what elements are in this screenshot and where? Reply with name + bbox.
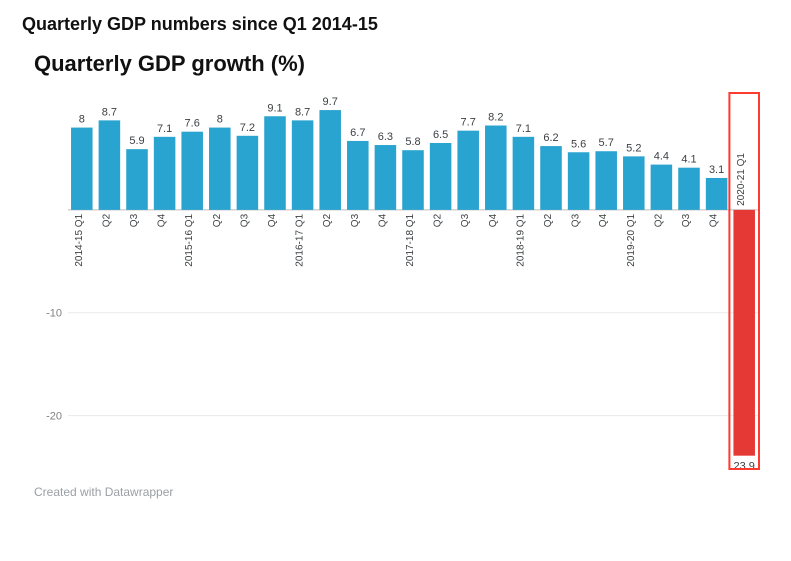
bar-chart: -20 -10 8 2014-15 Q1 8.7 Q2 5.9 Q3 7.1 Q4 7.6 2015-… xyxy=(34,87,766,471)
x-category-label: Q4 xyxy=(488,213,499,227)
x-category-label: Q2 xyxy=(653,213,664,227)
bar-value-label: 3.1 xyxy=(709,164,724,176)
chart-area: -20 -10 8 2014-15 Q1 8.7 Q2 5.9 Q3 7.1 Q4 7.6 2015-… xyxy=(34,87,757,471)
x-category-label: Q3 xyxy=(460,213,471,227)
chart-bar xyxy=(319,110,341,210)
bar-value-label: 8.7 xyxy=(295,106,310,118)
bar-value-label: 6.5 xyxy=(433,129,448,141)
bar-value-label: 9.1 xyxy=(267,102,282,114)
chart-bar xyxy=(485,126,507,210)
chart-bar xyxy=(347,141,369,210)
x-category-label: 2015-16 Q1 xyxy=(184,213,195,266)
y-tick-label: -10 xyxy=(46,308,62,320)
x-category-label: Q4 xyxy=(157,213,168,227)
x-category-label: Q2 xyxy=(101,213,112,227)
chart-footer: Created with Datawrapper xyxy=(34,485,769,499)
y-tick-label: -20 xyxy=(46,411,62,423)
bar-value-label: 5.6 xyxy=(571,138,586,150)
chart-bar xyxy=(237,136,259,210)
x-category-label: Q3 xyxy=(239,213,250,227)
bar-value-label: 7.1 xyxy=(157,123,172,135)
chart-bar xyxy=(99,120,121,209)
bar-value-label: 7.2 xyxy=(240,122,255,134)
chart-bar xyxy=(71,128,93,210)
x-category-label: Q3 xyxy=(571,213,582,227)
chart-bar xyxy=(540,146,562,210)
x-category-label: 2016-17 Q1 xyxy=(295,213,306,266)
chart-bar xyxy=(595,151,617,210)
bar-value-label: 4.1 xyxy=(681,154,696,166)
x-category-label: Q3 xyxy=(350,213,361,227)
x-category-label: 2018-19 Q1 xyxy=(515,213,526,266)
chart-bar xyxy=(651,165,673,210)
x-category-label: Q2 xyxy=(212,213,223,227)
x-category-label: Q2 xyxy=(322,213,333,227)
chart-bar xyxy=(402,150,424,210)
chart-bar xyxy=(706,178,728,210)
chart-bar xyxy=(126,149,148,210)
bar-value-label: 5.2 xyxy=(626,142,641,154)
bar-value-label: 6.2 xyxy=(543,132,558,144)
x-category-label: 2014-15 Q1 xyxy=(74,213,85,266)
x-category-label: Q4 xyxy=(267,213,278,227)
x-category-label: Q4 xyxy=(598,213,609,227)
bar-value-label: 7.6 xyxy=(185,118,200,130)
chart-card: Quarterly GDP growth (%) -20 -10 8 2014-15 … xyxy=(22,51,769,499)
chart-bar xyxy=(292,120,314,209)
chart-bar xyxy=(154,137,176,210)
bar-value-label: 8.7 xyxy=(102,106,117,118)
chart-bar xyxy=(375,145,397,210)
x-category-label: Q4 xyxy=(709,213,720,227)
bar-value-label: 8 xyxy=(79,114,85,126)
x-category-label: 2020-21 Q1 xyxy=(736,153,747,206)
chart-bar xyxy=(568,152,590,210)
bar-value-label: 5.7 xyxy=(599,137,614,149)
bar-value-label: 6.7 xyxy=(350,127,365,139)
x-category-label: Q3 xyxy=(681,213,692,227)
x-category-label: Q3 xyxy=(129,213,140,227)
chart-bar xyxy=(678,168,700,210)
chart-bar xyxy=(264,116,286,210)
chart-title: Quarterly GDP growth (%) xyxy=(34,51,769,77)
chart-bar xyxy=(209,128,231,210)
bar-value-label: 6.3 xyxy=(378,131,393,143)
bar-value-label: 5.9 xyxy=(129,135,144,147)
chart-bar xyxy=(181,132,203,210)
bar-value-label: 9.7 xyxy=(323,96,338,108)
chart-bar xyxy=(623,156,645,209)
page-title: Quarterly GDP numbers since Q1 2014-15 xyxy=(0,0,791,35)
x-category-label: Q4 xyxy=(377,213,388,227)
bar-value-label: 7.7 xyxy=(461,117,476,129)
bar-value-label: 8.2 xyxy=(488,112,503,124)
x-category-label: 2019-20 Q1 xyxy=(626,213,637,266)
bar-value-label: 4.4 xyxy=(654,151,669,163)
bar-value-label: 5.8 xyxy=(405,136,420,148)
bar-value-label: 8 xyxy=(217,114,223,126)
x-category-label: Q2 xyxy=(433,213,444,227)
chart-bar xyxy=(457,131,479,210)
x-category-label: 2017-18 Q1 xyxy=(405,213,416,266)
bar-value-label: 7.1 xyxy=(516,123,531,135)
x-category-label: Q2 xyxy=(543,213,554,227)
chart-bar xyxy=(430,143,452,210)
chart-bar xyxy=(513,137,535,210)
chart-bar xyxy=(733,210,755,456)
